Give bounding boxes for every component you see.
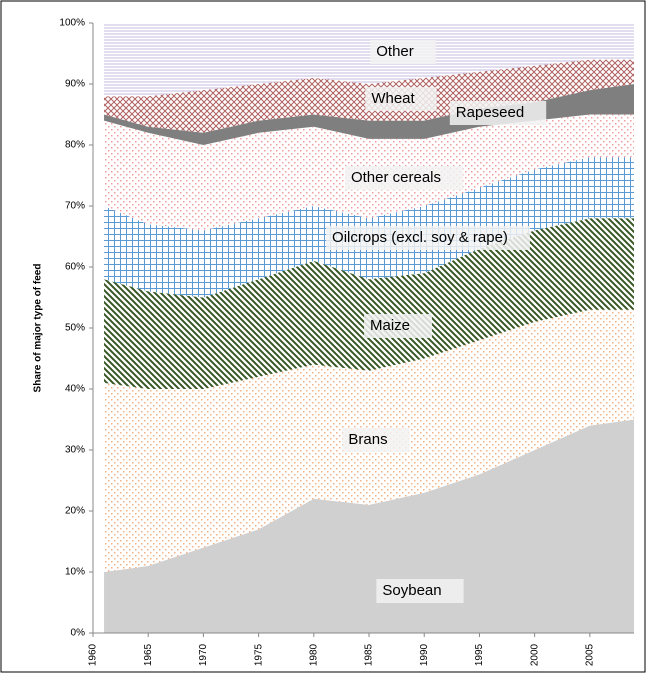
x-tick-label: 1985 xyxy=(364,643,375,666)
series-label: Wheat xyxy=(371,90,415,107)
x-tick-label: 1960 xyxy=(88,643,99,666)
label-box xyxy=(370,40,436,64)
x-tick-label: 2005 xyxy=(584,643,595,666)
label-box xyxy=(344,166,464,190)
label-box xyxy=(365,87,437,111)
y-tick-label: 70% xyxy=(65,201,85,212)
label-box xyxy=(326,226,530,250)
y-tick-label: 60% xyxy=(65,262,85,273)
area xyxy=(104,419,634,633)
y-axis-label: Share of major type of feed xyxy=(33,264,44,393)
y-tick-label: 20% xyxy=(65,506,85,517)
series-label: Soybean xyxy=(382,582,441,599)
area xyxy=(104,23,634,97)
x-tick-label: 1995 xyxy=(474,643,485,666)
series-label: Oilcrops (excl. soy & rape) xyxy=(332,229,508,246)
series-label: Other xyxy=(376,43,414,60)
y-tick-label: 100% xyxy=(59,18,85,29)
x-tick-label: 2000 xyxy=(529,643,540,666)
series-label: Rapeseed xyxy=(456,104,524,121)
series-label: Maize xyxy=(370,317,410,334)
area xyxy=(104,218,634,389)
y-tick-label: 10% xyxy=(65,567,85,578)
series-label: Brans xyxy=(348,431,387,448)
y-tick-label: 40% xyxy=(65,384,85,395)
label-box xyxy=(376,579,464,603)
y-tick-label: 30% xyxy=(65,445,85,456)
series-label: Other cereals xyxy=(351,169,441,186)
y-tick-label: 90% xyxy=(65,79,85,90)
x-tick-label: 1965 xyxy=(143,643,154,666)
x-tick-label: 1975 xyxy=(253,643,264,666)
y-tick-label: 50% xyxy=(65,323,85,334)
label-box xyxy=(449,101,547,125)
label-box xyxy=(363,314,433,338)
y-tick-label: 0% xyxy=(71,628,86,639)
label-box xyxy=(342,428,410,452)
y-tick-label: 80% xyxy=(65,140,85,151)
x-tick-label: 1970 xyxy=(198,643,209,666)
area xyxy=(104,84,634,145)
x-tick-label: 1980 xyxy=(308,643,319,666)
x-tick-label: 1990 xyxy=(419,643,430,666)
